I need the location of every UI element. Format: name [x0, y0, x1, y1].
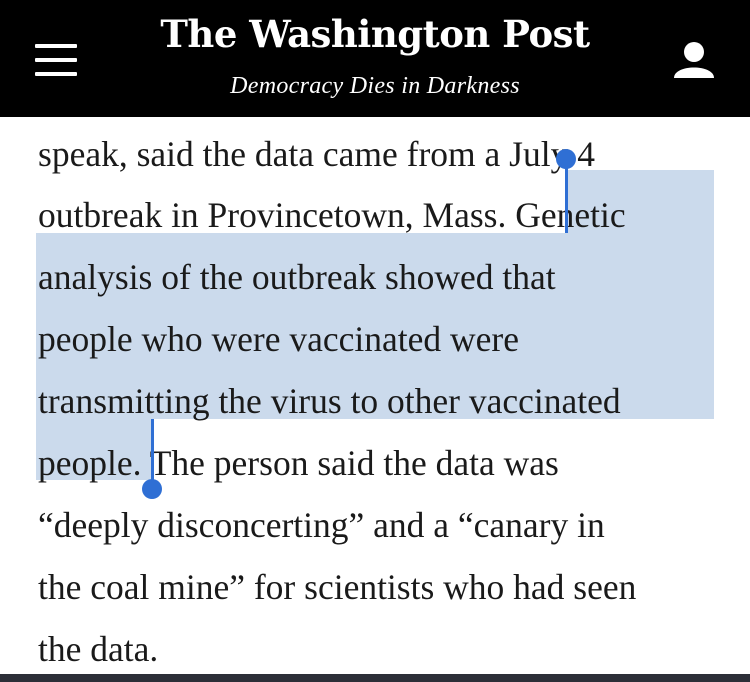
- article-body: speak, said the data came from a July 4 …: [0, 117, 750, 674]
- text-selection-highlight: [36, 418, 152, 480]
- app-header: The Washington Post Democracy Dies in Da…: [0, 0, 750, 117]
- selection-end-caret[interactable]: [151, 419, 154, 491]
- site-logo[interactable]: The Washington Post: [160, 12, 590, 56]
- paragraph-line: outbreak in Provincetown, Mass. Genetic: [38, 195, 626, 235]
- paragraph-line: the data.: [38, 629, 159, 669]
- paragraph-line: transmitting the virus to other vaccinat…: [38, 381, 621, 421]
- site-tagline: Democracy Dies in Darkness: [230, 73, 520, 99]
- paragraph-line: speak, said the data came from a July 4: [38, 134, 595, 174]
- text-selection-highlight: [566, 170, 714, 234]
- selection-end-handle[interactable]: [142, 479, 162, 499]
- bottom-bar: [0, 674, 750, 682]
- paragraph-line: people who were vaccinated were: [38, 319, 519, 359]
- paragraph-line: “deeply disconcerting” and a “canary in: [38, 505, 605, 545]
- user-account-icon[interactable]: [672, 40, 716, 80]
- paragraph-line: people. The person said the data was: [38, 443, 559, 483]
- paragraph-line: the coal mine” for scientists who had se…: [38, 567, 637, 607]
- paragraph-line: analysis of the outbreak showed that: [38, 257, 556, 297]
- text-selection-highlight: [36, 233, 714, 419]
- selection-start-caret[interactable]: [565, 159, 568, 233]
- hamburger-menu-icon[interactable]: [35, 44, 77, 76]
